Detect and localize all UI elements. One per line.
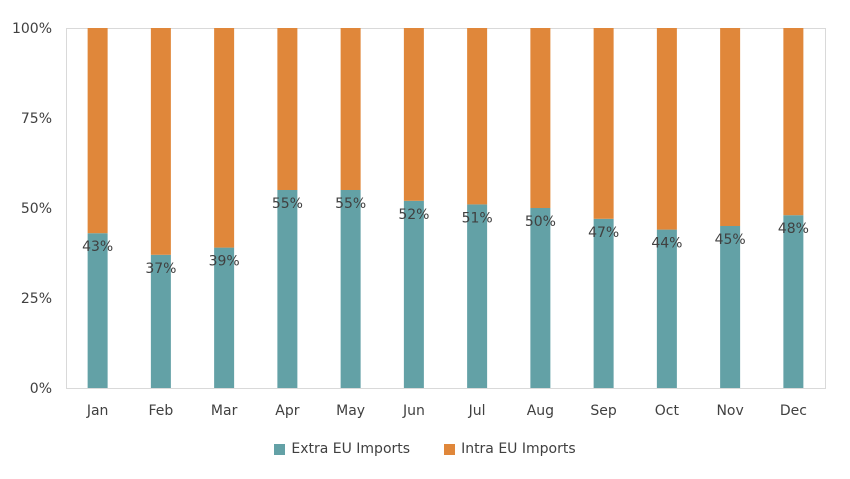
y-tick-label: 25% — [21, 291, 52, 307]
data-label: 55% — [335, 196, 366, 212]
bar-intra-eu-jun[interactable] — [403, 28, 424, 201]
bars-group — [87, 28, 804, 388]
x-tick-label: May — [336, 403, 365, 419]
legend-item-intra-eu[interactable]: Intra EU Imports — [444, 441, 576, 457]
bar-intra-eu-jul[interactable] — [467, 28, 488, 205]
bar-intra-eu-dec[interactable] — [783, 28, 804, 216]
bar-extra-eu-aug[interactable] — [530, 208, 551, 388]
y-tick-label: 0% — [30, 381, 52, 397]
legend-label-intra-eu: Intra EU Imports — [461, 441, 576, 457]
data-label: 44% — [651, 236, 682, 252]
bar-extra-eu-jun[interactable] — [403, 200, 424, 388]
bar-intra-eu-oct[interactable] — [656, 28, 677, 230]
data-label: 45% — [715, 232, 746, 248]
x-tick-label: Apr — [275, 403, 299, 419]
data-label: 43% — [82, 239, 113, 255]
bar-extra-eu-oct[interactable] — [656, 229, 677, 388]
y-axis: 0% 25% 50% 75% 100% — [12, 21, 52, 397]
x-tick-label: Nov — [716, 403, 743, 419]
data-label: 48% — [778, 221, 809, 237]
legend: Extra EU Imports Intra EU Imports — [0, 441, 850, 457]
x-tick-label: Sep — [590, 403, 617, 419]
data-label: 39% — [209, 254, 240, 270]
y-tick-label: 100% — [12, 21, 52, 37]
data-label: 52% — [398, 207, 429, 223]
bar-intra-eu-apr[interactable] — [277, 28, 298, 190]
bar-extra-eu-mar[interactable] — [214, 247, 235, 388]
plot-area-frame — [66, 28, 826, 389]
bar-extra-eu-apr[interactable] — [277, 190, 298, 388]
bar-intra-eu-aug[interactable] — [530, 28, 551, 208]
data-label: 50% — [525, 214, 556, 230]
x-tick-label: Mar — [211, 403, 238, 419]
bar-intra-eu-mar[interactable] — [214, 28, 235, 248]
data-label: 55% — [272, 196, 303, 212]
x-tick-label: Jan — [86, 403, 109, 419]
bar-extra-eu-may[interactable] — [340, 190, 361, 388]
data-label: 37% — [145, 261, 176, 277]
bar-intra-eu-sep[interactable] — [593, 28, 614, 219]
legend-swatch-intra-eu — [444, 443, 456, 455]
y-tick-label: 50% — [21, 201, 52, 217]
legend-item-extra-eu[interactable]: Extra EU Imports — [274, 441, 410, 457]
bar-intra-eu-jan[interactable] — [87, 28, 108, 234]
legend-label-extra-eu: Extra EU Imports — [291, 441, 411, 457]
bar-extra-eu-sep[interactable] — [593, 218, 614, 388]
bar-extra-eu-jul[interactable] — [467, 204, 488, 388]
legend-swatch-extra-eu — [274, 443, 286, 455]
x-tick-label: Oct — [655, 403, 680, 419]
bar-intra-eu-may[interactable] — [340, 28, 361, 190]
x-tick-label: Dec — [780, 403, 807, 419]
bar-intra-eu-nov[interactable] — [720, 28, 741, 226]
data-label: 51% — [462, 210, 493, 226]
y-tick-label: 75% — [21, 111, 52, 127]
data-labels-group: 43% 37% 39% 55% 55% 52% 51% 50% 47% 44% 45% 48% — [82, 196, 809, 277]
x-axis: Jan Feb Mar Apr May Jun Jul Aug Sep Oct Nov Dec — [86, 403, 807, 419]
bar-extra-eu-jan[interactable] — [87, 233, 108, 388]
x-tick-label: Jul — [468, 403, 486, 419]
x-tick-label: Aug — [527, 403, 554, 419]
bar-extra-eu-dec[interactable] — [783, 215, 804, 388]
data-label: 47% — [588, 225, 619, 241]
x-tick-label: Jun — [402, 403, 425, 419]
bar-extra-eu-nov[interactable] — [720, 226, 741, 388]
x-tick-label: Feb — [148, 403, 173, 419]
bar-intra-eu-feb[interactable] — [150, 28, 171, 255]
bar-extra-eu-feb[interactable] — [150, 254, 171, 388]
